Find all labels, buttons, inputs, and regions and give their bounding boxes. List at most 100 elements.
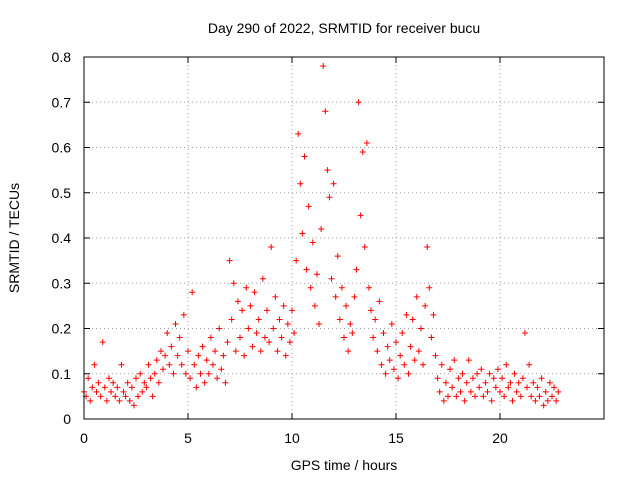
data-point [332,293,339,300]
data-point [307,284,314,291]
data-point [363,139,370,146]
data-point [420,361,427,368]
data-point [384,343,391,350]
axis-ticks: 0 0.1 0.2 0.3 0.4 0.5 0.6 0.7 0.8 0 5 10 15 20 [52,49,604,446]
y-tick-label: 0.2 [52,321,72,337]
data-point [168,343,175,350]
data-point [139,388,146,395]
y-tick-label: 0.5 [52,185,72,201]
data-point [546,379,553,386]
data-point [249,343,256,350]
data-point [147,375,154,382]
data-point [374,348,381,355]
data-point [397,352,404,359]
data-point [153,357,160,364]
data-point [503,361,510,368]
data-point [347,320,354,327]
data-point [178,361,185,368]
data-point [378,361,385,368]
data-point [180,311,187,318]
data-point [222,379,229,386]
data-point [268,244,275,251]
data-point [272,293,279,300]
data-point [426,284,433,291]
data-point [218,366,225,373]
data-point [251,289,258,296]
data-point [526,361,533,368]
data-point [291,330,298,337]
data-point [549,393,555,400]
data-point [393,339,399,346]
data-point [99,339,106,346]
data-point [551,384,558,391]
data-point [499,375,506,382]
data-point [316,320,323,327]
data-point [492,384,499,391]
data-point [334,253,341,260]
data-point [124,379,131,386]
data-point [330,180,337,187]
data-point [390,366,397,373]
data-point [191,361,198,368]
data-point [280,302,287,309]
data-point [451,357,458,364]
x-tick-label: 0 [80,430,88,446]
data-point [228,316,235,323]
data-point [137,370,144,377]
data-point [388,320,395,327]
data-point [555,388,562,395]
data-point [399,330,406,337]
data-point [166,361,173,368]
data-point [382,370,389,377]
data-point [232,348,239,355]
data-point [247,302,254,309]
data-point [351,293,358,300]
data-point [349,330,356,337]
data-point [365,284,372,291]
data-point [122,393,129,400]
data-point [544,397,551,404]
y-tick-label: 0 [63,411,71,427]
data-point [286,339,293,346]
data-point [116,397,123,404]
data-point [376,298,383,305]
data-point [143,384,150,391]
data-point [243,284,250,291]
data-point [309,239,316,246]
data-point [474,370,481,377]
data-point [182,370,189,377]
data-point [118,361,125,368]
data-point [484,388,491,395]
data-point [274,348,281,355]
data-point [176,334,183,341]
data-point [103,397,110,404]
chart-title: Day 290 of 2022, SRMTID for receiver buc… [208,20,480,36]
data-point [459,370,466,377]
data-point [155,379,162,386]
data-point [465,357,472,364]
data-point [157,348,164,355]
data-point [405,370,412,377]
data-point [133,375,139,382]
data-point [440,397,447,404]
data-point [534,384,541,391]
data-point [151,370,158,377]
data-point [482,379,489,386]
data-point [164,330,171,337]
data-point [193,384,200,391]
data-point [128,384,135,391]
data-point [313,271,320,278]
data-point [432,352,439,359]
data-point [293,257,300,264]
data-point [241,352,248,359]
data-point [172,320,179,327]
data-point [434,375,441,382]
data-point [438,361,445,368]
x-axis-label: GPS time / hours [291,457,398,473]
data-point [442,379,449,386]
data-point [469,375,476,382]
data-point [226,257,233,264]
data-point [368,307,375,314]
data-point [511,370,518,377]
data-point [299,230,306,237]
